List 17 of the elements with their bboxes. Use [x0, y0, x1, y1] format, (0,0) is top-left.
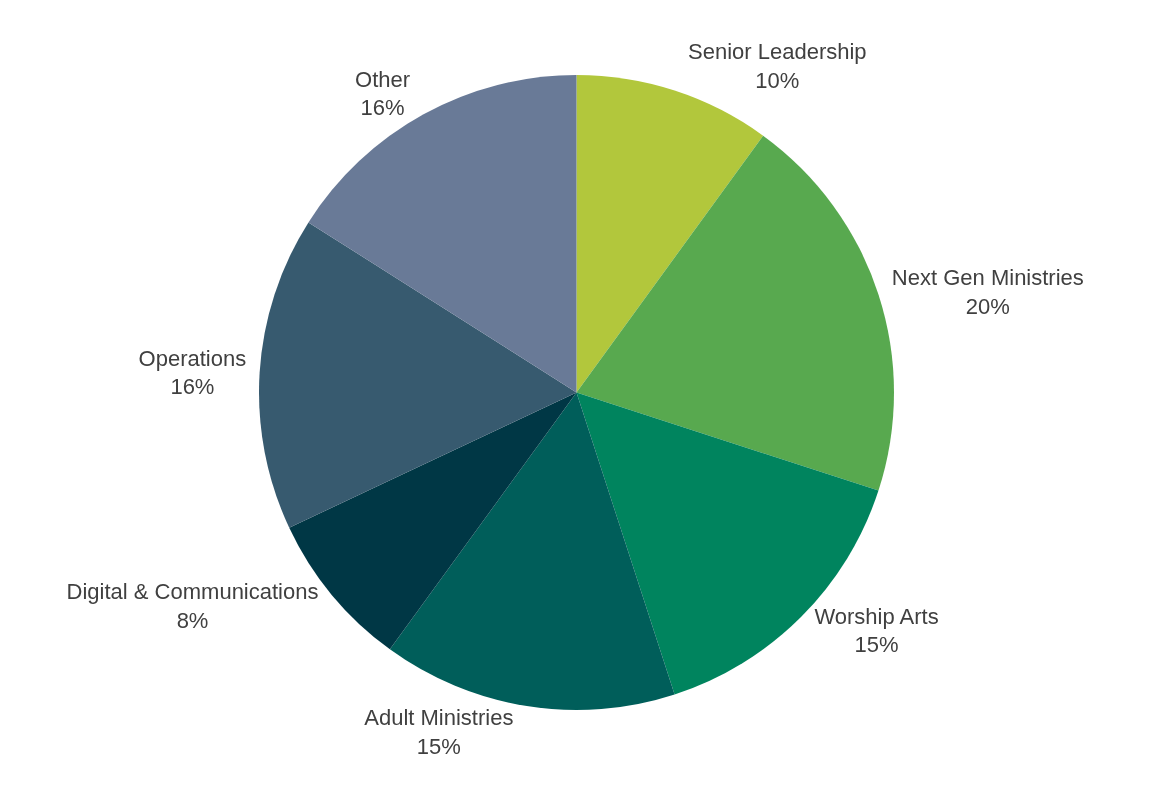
slice-label: Adult Ministries [364, 705, 514, 731]
pie-slice [259, 222, 577, 528]
slice-label: Next Gen Ministries [891, 265, 1084, 291]
slice-label: Digital & Communications [66, 578, 319, 604]
slice-label: Worship Arts [814, 603, 939, 629]
pie-slice [389, 392, 675, 710]
data-label: 16% [360, 95, 405, 121]
slice-label: Other [355, 66, 411, 92]
data-label: 15% [854, 632, 899, 658]
pie-slice [576, 135, 894, 491]
data-label: 8% [176, 607, 209, 633]
slice-label: Operations [138, 345, 247, 371]
slice-label: Senior Leadership [688, 39, 867, 65]
data-label: 20% [965, 293, 1010, 319]
data-label: 10% [755, 68, 800, 94]
data-label: 16% [170, 374, 215, 400]
data-label: 15% [416, 734, 461, 760]
